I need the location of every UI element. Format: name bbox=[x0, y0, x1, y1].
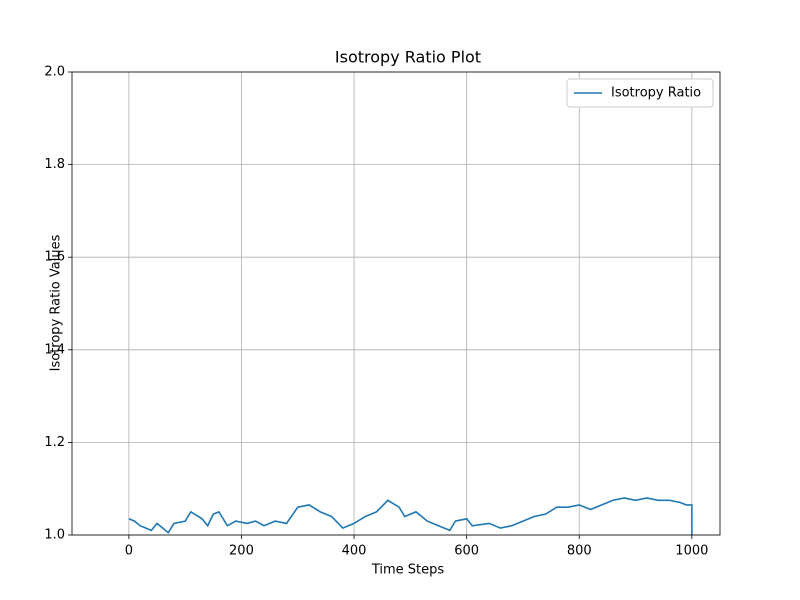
legend-box bbox=[566, 78, 714, 108]
x-tick-label: 0 bbox=[125, 544, 133, 559]
y-tick-label: 1.2 bbox=[44, 435, 65, 450]
y-tick-label: 1.0 bbox=[44, 528, 65, 543]
x-tick-label: 1000 bbox=[675, 544, 708, 559]
y-tick-label: 1.6 bbox=[44, 250, 65, 265]
x-tick-label: 600 bbox=[454, 544, 479, 559]
x-tick-label: 200 bbox=[229, 544, 254, 559]
x-tick-label: 800 bbox=[567, 544, 592, 559]
x-axis-label: Time Steps bbox=[371, 563, 445, 578]
legend-label: Isotropy Ratio bbox=[611, 86, 701, 101]
y-tick-label: 1.4 bbox=[44, 342, 65, 357]
y-tick-label: 2.0 bbox=[44, 65, 65, 80]
y-tick-label: 1.8 bbox=[44, 157, 65, 172]
data-line bbox=[128, 497, 693, 535]
chart-title: Isotropy Ratio Plot bbox=[335, 48, 481, 67]
x-tick-label: 400 bbox=[342, 544, 367, 559]
plot-frame bbox=[71, 71, 721, 536]
y-axis-label: Isotropy Ratio Values bbox=[49, 234, 64, 371]
